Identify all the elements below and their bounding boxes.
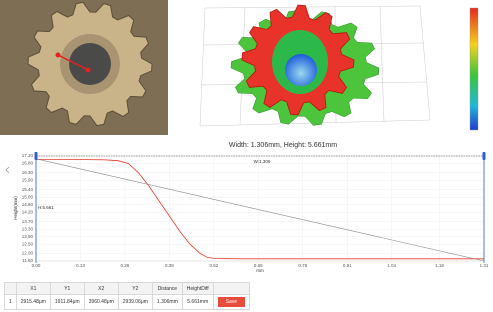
y-tick-label: 17.20 (22, 153, 34, 158)
x-tick-label: 1.04 (387, 263, 396, 268)
y-tick-label: 13.70 (22, 219, 34, 224)
y-tick-label: 16.30 (22, 170, 34, 175)
y-tick-label: 12.90 (22, 234, 34, 239)
column-header: HeightDiff (182, 283, 213, 295)
column-header: X2 (84, 283, 118, 295)
save-button[interactable]: Save (218, 297, 245, 307)
x-tick-label: 0.91 (343, 263, 352, 268)
column-header: Distance (152, 283, 182, 295)
y-tick-label: 15.00 (22, 194, 34, 199)
x-axis-label: mm (256, 268, 264, 273)
measure-point (86, 68, 91, 73)
y-tick-label: 15.90 (22, 178, 34, 183)
y-axis-label: Height(mm) (13, 196, 18, 220)
x-tick-label: 1.18 (435, 263, 444, 268)
column-header: Y2 (118, 283, 152, 295)
color-bar (470, 8, 478, 130)
annotation: W:1.306 (254, 159, 271, 164)
x-tick-label: 0.65 (254, 263, 263, 268)
plot-area (36, 156, 484, 261)
app: Width: 1.306mm, Height: 5.661mm Height(m… (0, 0, 493, 312)
x-tick-label: 0.00 (32, 263, 41, 268)
cell: 1911.84μm (50, 295, 84, 310)
measurement-text: Width: 1.306mm, Height: 5.661mm (229, 142, 337, 149)
column-header: Y1 (50, 283, 84, 295)
y-tick-label: 14.60 (22, 202, 34, 207)
gear-bottom (285, 54, 317, 86)
x-tick-label: 1.31 (480, 263, 489, 268)
cell: 1.306mm (152, 295, 182, 310)
y-tick-label: 16.80 (22, 161, 34, 166)
y-tick-label: 14.20 (22, 209, 34, 214)
annotation: H:5.661 (38, 205, 54, 210)
measure-point (56, 53, 61, 58)
x-tick-label: 0.78 (298, 263, 307, 268)
column-header (213, 283, 249, 295)
cell: 3960.48μm (84, 295, 118, 310)
cell: 2915.48μm (16, 295, 50, 310)
y-tick-label: 12.50 (22, 241, 34, 246)
column-header: X1 (16, 283, 50, 295)
view: Width: 1.306mm, Height: 5.661mm Height(m… (0, 0, 493, 280)
y-tick-label: 13.30 (22, 226, 34, 231)
corner (5, 283, 17, 295)
x-tick-label: 0.52 (209, 263, 218, 268)
y-tick-label: 12.00 (22, 251, 34, 256)
x-tick-label: 0.39 (165, 263, 174, 268)
row-index: 1 (5, 295, 17, 310)
cell: 2939.06μm (118, 295, 152, 310)
cell: 5.661mm (182, 295, 213, 310)
x-tick-label: 0.13 (76, 263, 85, 268)
y-tick-label: 15.40 (22, 187, 34, 192)
action-cell: Save (213, 295, 249, 310)
x-tick-label: 0.26 (121, 263, 130, 268)
